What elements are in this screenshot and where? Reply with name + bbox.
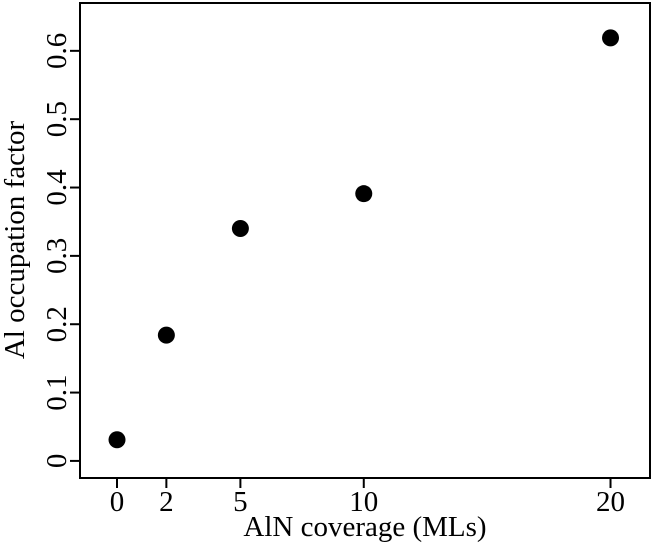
point — [355, 185, 373, 203]
y-tick-label: 0.1 — [41, 374, 73, 410]
y-tick-label: 0.2 — [41, 306, 73, 342]
plot-frame — [79, 2, 651, 479]
y-axis-label: Al occupation factor — [0, 120, 31, 359]
point — [231, 220, 249, 238]
x-axis-label: AlN coverage (MLs) — [243, 511, 486, 543]
y-tick-label: 0 — [41, 454, 73, 469]
y-tick-label: 0.3 — [41, 238, 73, 274]
point — [108, 431, 126, 449]
y-tick-label: 0.4 — [41, 169, 73, 206]
y-tick-label: 0.5 — [41, 101, 73, 137]
x-tick-label: 20 — [596, 486, 625, 518]
point — [602, 29, 620, 47]
point — [157, 326, 175, 344]
x-tick-label: 10 — [349, 486, 378, 518]
y-tick-label: 0.6 — [41, 33, 73, 69]
x-tick-label: 0 — [110, 486, 125, 518]
x-tick-label: 2 — [159, 486, 174, 518]
x-tick-label: 5 — [233, 486, 248, 518]
